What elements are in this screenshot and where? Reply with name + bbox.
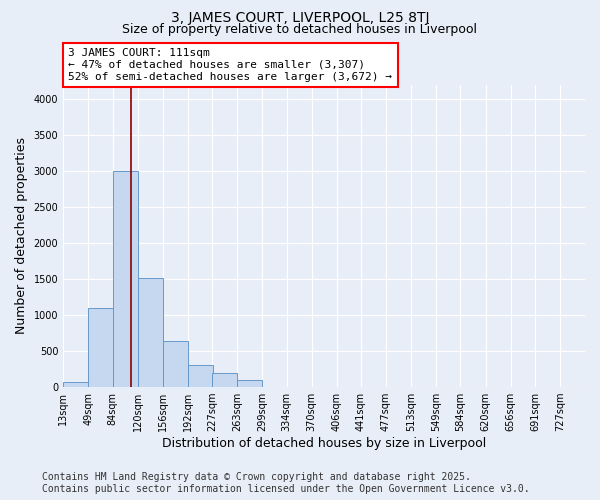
X-axis label: Distribution of detached houses by size in Liverpool: Distribution of detached houses by size … [162, 437, 486, 450]
Bar [88, 308, 113, 387]
Bar [188, 365, 213, 387]
Bar [63, 382, 88, 387]
Bar [113, 171, 137, 387]
Text: Size of property relative to detached houses in Liverpool: Size of property relative to detached ho… [122, 22, 478, 36]
Bar [237, 380, 262, 387]
Bar [163, 341, 188, 387]
Bar [137, 278, 163, 387]
Text: 3 JAMES COURT: 111sqm
← 47% of detached houses are smaller (3,307)
52% of semi-d: 3 JAMES COURT: 111sqm ← 47% of detached … [68, 48, 392, 82]
Text: 3, JAMES COURT, LIVERPOOL, L25 8TJ: 3, JAMES COURT, LIVERPOOL, L25 8TJ [171, 11, 429, 25]
Text: Contains HM Land Registry data © Crown copyright and database right 2025.
Contai: Contains HM Land Registry data © Crown c… [42, 472, 530, 494]
Y-axis label: Number of detached properties: Number of detached properties [15, 138, 28, 334]
Bar [212, 372, 237, 387]
